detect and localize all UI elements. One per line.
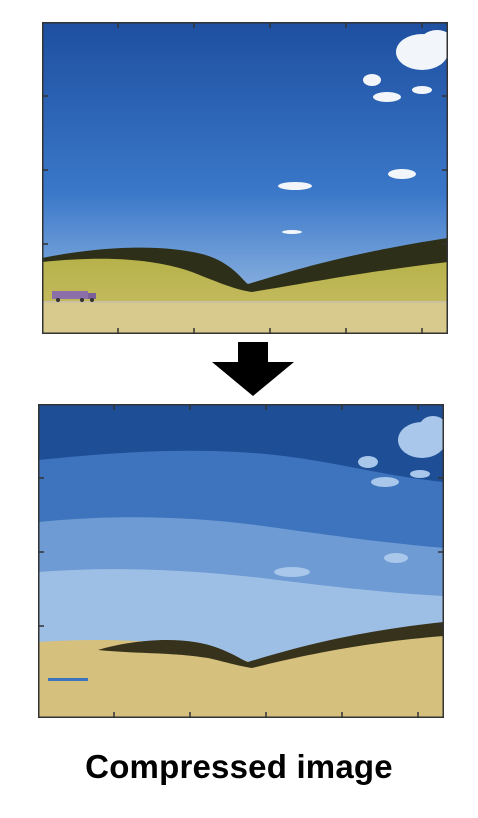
compressed-landscape-photo: [38, 404, 444, 718]
original-landscape-photo: [42, 22, 448, 334]
hills: [98, 622, 444, 668]
compressed-image-panel: [38, 404, 444, 718]
original-image-panel: [42, 22, 448, 334]
clouds: [278, 30, 448, 234]
truck-icon: [48, 678, 88, 681]
ground: [42, 302, 448, 334]
frame: [38, 404, 444, 718]
truck-icon: [52, 291, 96, 302]
clouds: [274, 416, 444, 577]
caption: Compressed image: [85, 748, 393, 785]
frame: [42, 22, 448, 334]
arrow-down-icon: [210, 342, 296, 396]
